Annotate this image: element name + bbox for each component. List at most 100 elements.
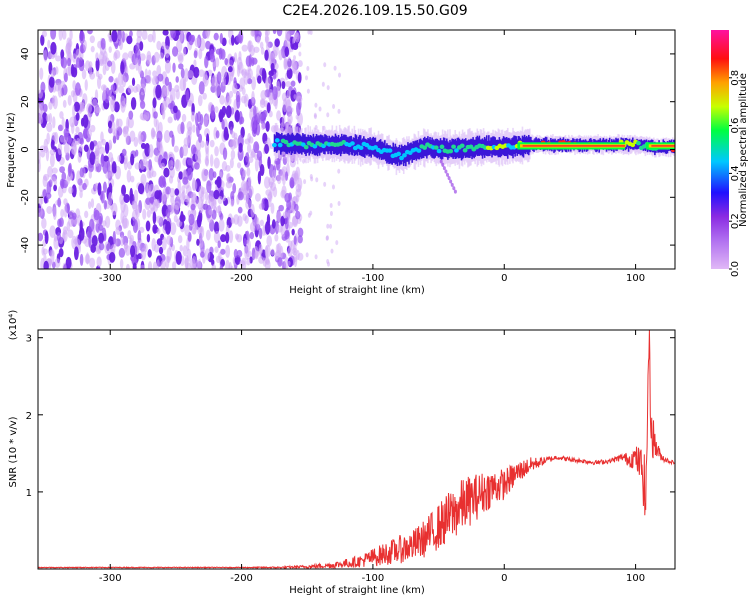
spectrogram-noise-blob [169, 222, 177, 236]
spectrogram-noise-blob [152, 261, 158, 269]
spectrogram-noise-blob [251, 76, 256, 91]
spectrogram-noise-blob [248, 54, 252, 67]
spectrogram-noise-blob [250, 203, 255, 218]
spectrogram-noise-blob [122, 126, 129, 135]
spectrogram-noise-blob [174, 188, 180, 196]
spectrogram-noise-blob [245, 198, 252, 210]
spectrogram-noise-blob [179, 214, 186, 222]
spectrogram-noise-blob [150, 127, 156, 140]
spectrogram-noise-blob [231, 131, 236, 139]
spectrogram-noise-blob [257, 75, 262, 84]
spectrogram-noise-blob [40, 34, 45, 46]
spectrogram-noise-blob [286, 59, 292, 69]
spectrogram-noise-blob [293, 235, 297, 245]
band-edge-column [400, 144, 403, 165]
spectrogram-noise-blob [214, 146, 219, 157]
spectrogram-noise-blob [51, 95, 56, 107]
spectrogram-noise-blob [79, 167, 85, 178]
spectrogram-noise-blob [87, 128, 92, 138]
spectrogram-noise-blob [221, 65, 228, 79]
spectrogram-noise-blob [175, 250, 182, 265]
spectrogram-noise-blob [149, 196, 155, 204]
spectrogram-noise-blob [118, 247, 126, 258]
band-edge-column [401, 146, 404, 162]
spectrogram-noise-blob [111, 121, 116, 135]
spectrogram-noise-blob [329, 203, 333, 209]
spectrogram-noise-blob [113, 101, 120, 113]
spectrogram-noise-blob [277, 257, 283, 267]
band-edge-column [441, 140, 444, 160]
spectrogram-noise-blob [153, 111, 158, 119]
spectrogram-noise-blob [298, 51, 302, 57]
spectrogram-noise-blob [146, 209, 151, 218]
spectrogram-noise-blob [145, 160, 150, 171]
band-excursion-blob [452, 186, 456, 191]
spectrogram-noise-blob [169, 130, 174, 138]
spectrogram-noise-blob [121, 184, 127, 197]
y-tick-label: 40 [20, 48, 31, 61]
spectrogram-noise-blob [265, 41, 270, 51]
spectrogram-noise-blob [163, 129, 171, 144]
spectrogram-noise-blob [71, 184, 77, 198]
spectrogram-noise-blob [248, 40, 252, 53]
spectrogram-noise-blob [95, 52, 99, 61]
spectrogram-noise-blob [137, 63, 142, 75]
spectrogram-noise-blob [130, 153, 135, 166]
spectrogram-noise-blob [256, 35, 261, 44]
x-tick-label: -100 [362, 273, 385, 284]
spectrogram-noise-blob [204, 191, 209, 201]
spectrogram-noise-blob [276, 211, 282, 222]
spectrogram-noise-blob [43, 173, 50, 181]
spectrogram-noise-blob [107, 120, 113, 129]
spectrogram-noise-blob [45, 114, 50, 122]
snr-y-ticks: 3 2 1 [26, 334, 675, 499]
spectrogram-noise-blob [204, 140, 210, 155]
spectrogram-noise-blob [172, 62, 176, 73]
spectrogram-noise-blob [61, 30, 67, 40]
spectrogram-noise-blob [89, 35, 95, 44]
spectrogram-noise-blob [254, 158, 259, 172]
band-edge-column [306, 137, 308, 154]
spectrogram-noise-blob [50, 41, 57, 55]
spectrogram-noise-blob [323, 181, 327, 187]
band-core-blob [436, 148, 442, 154]
spectrogram-noise-blob [197, 258, 202, 269]
spectrogram-noise-blob [60, 56, 68, 69]
spectrogram-noise-blob [331, 184, 335, 190]
spectrogram-noise-blob [147, 249, 152, 258]
x-tick-label: 0 [501, 573, 507, 584]
spectrogram-noise-blob [217, 240, 221, 249]
spectrogram-noise-blob [51, 167, 58, 174]
band-excursion-blob [453, 189, 457, 194]
spectrogram-noise-blob [132, 262, 137, 269]
spectrogram-noise-blob [104, 241, 111, 254]
snr-plot-frame [37, 329, 676, 570]
spectrogram-noise-blob [185, 90, 190, 103]
spectrogram-noise-blob [333, 65, 337, 71]
spectrogram-noise-blob [100, 153, 105, 164]
spectrogram-noise-blob [296, 102, 301, 116]
colorbar-tick-label: 0.2 [730, 213, 741, 229]
spectrogram-noise-blob [293, 94, 297, 100]
spectrogram-noise-blob [206, 180, 212, 194]
snr-series-line [38, 330, 675, 569]
band-core-blob [303, 144, 309, 150]
spectrogram-noise-blob [85, 252, 90, 265]
spectrogram-noise-blob [42, 103, 48, 113]
spectrogram-noise-blob [257, 170, 262, 185]
spectrogram-noise-blob [309, 210, 313, 216]
spectrogram-noise-blob [240, 95, 248, 104]
spectrogram-noise-blob [209, 48, 215, 60]
spectrogram-noise-blob [128, 110, 134, 120]
spectrogram-noise-blob [168, 102, 174, 110]
y-tick-label: 0 [20, 146, 31, 152]
spectrogram-noise-blob [338, 72, 342, 78]
spectrogram-noise-blob [38, 197, 43, 207]
spectrogram-noise-blob [260, 46, 265, 55]
spectrogram-noise-blob [47, 39, 51, 49]
spectrogram-noise-blob [148, 144, 154, 158]
spectrogram-noise-blob [264, 76, 269, 89]
spectrogram-noise-blob [147, 33, 154, 43]
colorbar-label: Normalized spectral amplitude [738, 73, 749, 227]
spectrogram-noise-blob [271, 169, 277, 183]
